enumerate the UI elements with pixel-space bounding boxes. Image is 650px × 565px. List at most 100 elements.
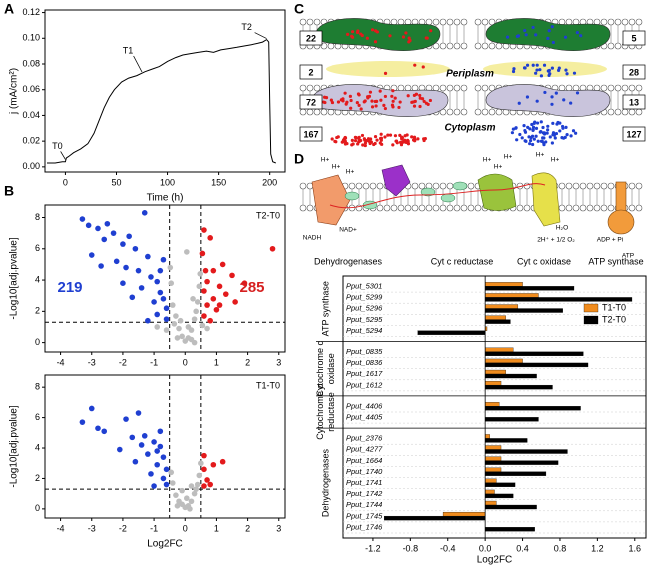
protein-dot bbox=[530, 122, 534, 127]
point bbox=[199, 250, 206, 257]
count-label: 72 bbox=[306, 97, 316, 107]
protein-dot bbox=[339, 98, 343, 102]
periplasm-zone bbox=[326, 61, 450, 77]
point bbox=[157, 289, 164, 296]
protein-dot bbox=[525, 95, 530, 99]
x-tick-label: 0.8 bbox=[554, 543, 567, 553]
point bbox=[185, 324, 192, 330]
protein-dot bbox=[350, 35, 355, 39]
protein-dot bbox=[383, 71, 388, 75]
lipid-head bbox=[446, 84, 454, 92]
protein-dot bbox=[539, 130, 543, 134]
point bbox=[174, 335, 181, 341]
y-axis-label: -Log10[adj.pvalue] bbox=[9, 237, 20, 320]
point bbox=[160, 256, 167, 263]
protein-dot bbox=[412, 93, 417, 97]
bar bbox=[484, 449, 568, 454]
point bbox=[202, 267, 209, 274]
point bbox=[176, 498, 182, 505]
category-label: Pput_1740 bbox=[346, 467, 383, 476]
proton-label: H+ bbox=[346, 169, 355, 176]
protein-dot bbox=[551, 121, 555, 125]
point bbox=[194, 299, 201, 305]
protein-dot bbox=[383, 106, 387, 111]
point bbox=[171, 321, 178, 327]
lipid-head bbox=[628, 108, 636, 116]
y-tick-label: 4 bbox=[35, 274, 40, 284]
x-tick-label: 0.4 bbox=[516, 543, 529, 553]
protein-dot bbox=[351, 142, 355, 146]
lipid-head bbox=[614, 18, 622, 26]
count-box bbox=[299, 30, 323, 46]
protein-dot bbox=[546, 36, 550, 40]
point bbox=[135, 267, 142, 274]
lipid-head bbox=[453, 42, 461, 50]
y-tick-label: 0.02 bbox=[22, 136, 40, 146]
x-tick-label: -3 bbox=[88, 357, 96, 367]
point bbox=[191, 339, 198, 346]
y-tick-label: 0.00 bbox=[22, 161, 40, 171]
point bbox=[204, 325, 210, 332]
protein-dot bbox=[541, 125, 545, 130]
point bbox=[199, 322, 206, 329]
point bbox=[145, 451, 151, 457]
protein-dot bbox=[424, 101, 428, 105]
lipid-head bbox=[460, 42, 468, 50]
protein-dot bbox=[357, 135, 361, 139]
lipid-head bbox=[467, 204, 475, 212]
lipid-head bbox=[376, 182, 384, 190]
point bbox=[141, 433, 148, 439]
protein-dot bbox=[378, 89, 382, 93]
point bbox=[173, 492, 179, 498]
group-label: Cytochrome c bbox=[315, 384, 325, 440]
bar bbox=[484, 384, 553, 390]
protein-dot bbox=[391, 99, 395, 103]
proton-label: H+ bbox=[494, 164, 503, 171]
lipid-head bbox=[600, 204, 608, 212]
bar bbox=[484, 319, 511, 324]
x-tick-label: 50 bbox=[111, 177, 121, 187]
category-label: Pput_1742 bbox=[346, 489, 383, 498]
point bbox=[160, 454, 167, 460]
protein-dot bbox=[370, 28, 375, 32]
point bbox=[141, 210, 148, 216]
protein-dot bbox=[388, 133, 393, 137]
protein-dot bbox=[340, 140, 344, 144]
protein-dot bbox=[365, 36, 369, 40]
protein-dot bbox=[534, 33, 538, 37]
protein-dot bbox=[372, 142, 376, 147]
point bbox=[148, 274, 154, 280]
point bbox=[88, 405, 95, 412]
lipid-head bbox=[432, 204, 440, 212]
lipid-head bbox=[635, 204, 643, 212]
protein-dot bbox=[388, 34, 392, 38]
x-tick-label: -3 bbox=[88, 523, 96, 533]
protein-dot bbox=[330, 100, 335, 105]
protein-dot bbox=[514, 126, 518, 130]
protein-dot bbox=[558, 129, 562, 133]
lipid-head bbox=[565, 204, 573, 212]
x-tick-label: -4 bbox=[57, 523, 65, 533]
x-axis-label: Log2FC bbox=[147, 539, 183, 550]
point bbox=[213, 306, 220, 313]
bar bbox=[484, 527, 535, 532]
point bbox=[151, 439, 157, 445]
protein-dot bbox=[370, 99, 374, 103]
enzyme-label: ATP synthase bbox=[588, 256, 643, 266]
cyt-c-reductase bbox=[477, 173, 517, 211]
lipid-head bbox=[425, 18, 433, 26]
bar bbox=[484, 434, 490, 439]
protein-dot bbox=[374, 104, 378, 108]
lipid-head bbox=[299, 84, 307, 92]
proton-label: H+ bbox=[551, 157, 560, 164]
species-label: ATP bbox=[622, 253, 634, 260]
plot-frame bbox=[44, 9, 286, 173]
periplasm-zone bbox=[483, 61, 607, 77]
lipid-head bbox=[621, 84, 629, 92]
point bbox=[232, 299, 238, 305]
protein-dot bbox=[353, 139, 358, 143]
lipid-head bbox=[369, 182, 377, 190]
lipid-head bbox=[432, 18, 440, 26]
lipid-head bbox=[523, 204, 531, 212]
